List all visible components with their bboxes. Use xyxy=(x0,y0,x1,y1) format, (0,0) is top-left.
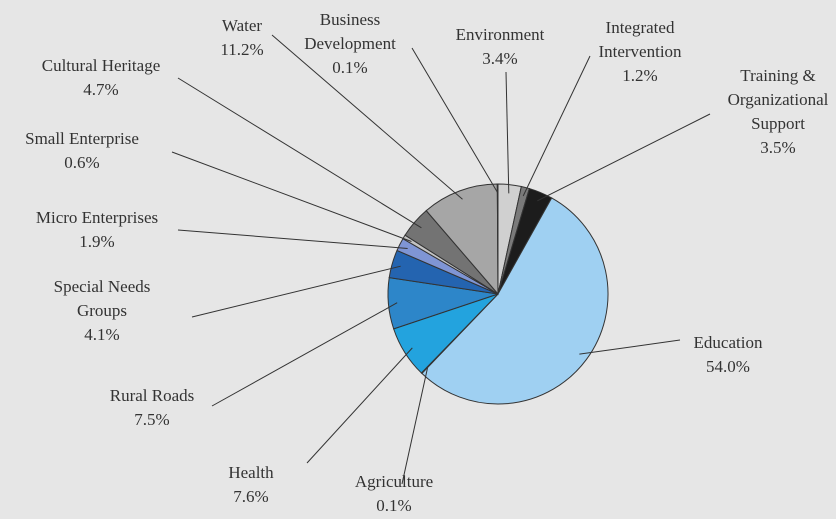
slice-value-label: 54.0% xyxy=(706,357,750,376)
slice-value-label: 0.1% xyxy=(332,58,367,77)
leader-line xyxy=(171,151,412,242)
leader-line xyxy=(522,55,591,197)
leader-line xyxy=(306,347,413,464)
slice-value-label: 11.2% xyxy=(220,40,263,59)
slice-label: Training & Organizational Support 3.5% xyxy=(728,66,829,157)
leader-line xyxy=(191,265,401,318)
slice-label: Cultural Heritage 4.7% xyxy=(42,56,161,99)
slice-value-label: 4.7% xyxy=(83,80,118,99)
leader-line xyxy=(271,34,463,200)
slice-category-label: Groups xyxy=(77,301,127,320)
slice-value-label: 3.4% xyxy=(482,49,517,68)
slice-category-label: Rural Roads xyxy=(110,386,195,405)
slice-value-label: 7.6% xyxy=(233,487,268,506)
slice-category-label: Water xyxy=(222,16,262,35)
leader-line xyxy=(177,229,408,249)
slice-category-label: Health xyxy=(228,463,274,482)
pie-slices xyxy=(387,183,609,405)
leader-line xyxy=(537,113,711,202)
slice-category-label: Business xyxy=(320,10,380,29)
leader-line xyxy=(177,77,422,229)
pie-slice-education xyxy=(421,197,609,405)
slice-label: Agriculture 0.1% xyxy=(355,472,433,515)
slice-label: Special Needs Groups 4.1% xyxy=(54,277,151,344)
leader-line xyxy=(411,47,499,194)
slice-label: Environment 3.4% xyxy=(456,25,545,68)
slice-category-label: Education xyxy=(694,333,763,352)
slice-value-label: 0.1% xyxy=(376,496,411,515)
slice-category-label: Special Needs xyxy=(54,277,151,296)
leader-line xyxy=(211,302,398,407)
slice-category-label: Development xyxy=(304,34,396,53)
slice-label: Micro Enterprises 1.9% xyxy=(36,208,158,251)
slice-label: Education 54.0% xyxy=(694,333,763,376)
leader-line xyxy=(505,71,510,194)
slice-value-label: 4.1% xyxy=(84,325,119,344)
slice-label: Small Enterprise 0.6% xyxy=(25,129,139,172)
slice-category-label: Agriculture xyxy=(355,472,433,491)
slice-category-label: Intervention xyxy=(598,42,682,61)
slice-category-label: Micro Enterprises xyxy=(36,208,158,227)
slice-value-label: 0.6% xyxy=(64,153,99,172)
slice-value-label: 3.5% xyxy=(760,138,795,157)
slice-label: Business Development 0.1% xyxy=(304,10,396,77)
slice-label: Health 7.6% xyxy=(228,463,274,506)
leader-lines xyxy=(171,34,711,485)
slice-label: Water 11.2% xyxy=(220,16,263,59)
slice-label: Rural Roads 7.5% xyxy=(110,386,195,429)
slice-category-label: Organizational xyxy=(728,90,829,109)
slice-category-label: Support xyxy=(751,114,805,133)
slice-labels: Environment 3.4% Integrated Intervention 1.2… xyxy=(25,10,829,515)
slice-category-label: Small Enterprise xyxy=(25,129,139,148)
pie-slice-water xyxy=(425,183,499,296)
leader-line xyxy=(579,339,681,355)
slice-category-label: Integrated xyxy=(606,18,675,37)
leader-line xyxy=(401,366,429,485)
pie-slice-business-development xyxy=(496,183,499,295)
slice-value-label: 7.5% xyxy=(134,410,169,429)
slice-category-label: Cultural Heritage xyxy=(42,56,161,75)
slice-category-label: Training & xyxy=(740,66,815,85)
slice-value-label: 1.2% xyxy=(622,66,657,85)
slice-category-label: Environment xyxy=(456,25,545,44)
slice-label: Integrated Intervention 1.2% xyxy=(598,18,682,85)
slice-value-label: 1.9% xyxy=(79,232,114,251)
